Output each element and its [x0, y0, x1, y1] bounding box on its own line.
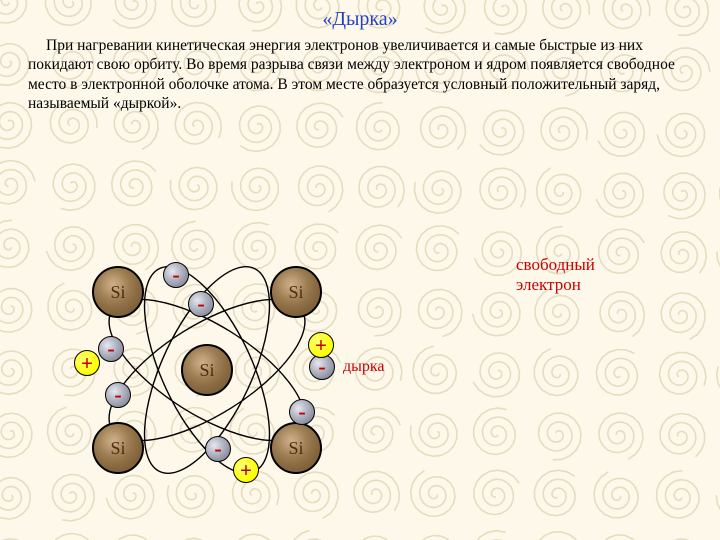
si-nucleus: Si	[181, 344, 233, 396]
si-nucleus: Si	[270, 422, 322, 474]
page-root: «Дырка» При нагревании кинетическая энер…	[0, 0, 720, 540]
electron-label: -	[298, 399, 305, 425]
si-nucleus-label: Si	[199, 360, 214, 381]
electron-label: -	[197, 291, 204, 317]
electron: -	[205, 436, 231, 462]
hole-label: +	[315, 333, 327, 358]
hole: +	[74, 350, 100, 376]
electron: -	[98, 336, 124, 362]
si-nucleus-label: Si	[288, 438, 303, 459]
hole-label: дырка	[343, 358, 385, 376]
electron: -	[163, 262, 189, 288]
hole: +	[233, 457, 259, 483]
si-nucleus-label: Si	[110, 438, 125, 459]
electron: -	[188, 291, 214, 317]
si-nucleus: Si	[92, 422, 144, 474]
electron-label: -	[172, 262, 179, 288]
si-nucleus: Si	[270, 266, 322, 318]
si-nucleus: Si	[92, 266, 144, 318]
electron: -	[105, 382, 131, 408]
electron: -	[289, 399, 315, 425]
hole: +	[308, 332, 334, 358]
electron-label: -	[114, 382, 121, 408]
electron-label: -	[107, 336, 114, 362]
si-nucleus-label: Si	[288, 282, 303, 303]
free-electron-label: свободный электрон	[516, 255, 595, 295]
hole-label: +	[81, 351, 93, 376]
electron-label: -	[214, 436, 221, 462]
si-nucleus-label: Si	[110, 282, 125, 303]
hole-label: +	[240, 458, 252, 483]
